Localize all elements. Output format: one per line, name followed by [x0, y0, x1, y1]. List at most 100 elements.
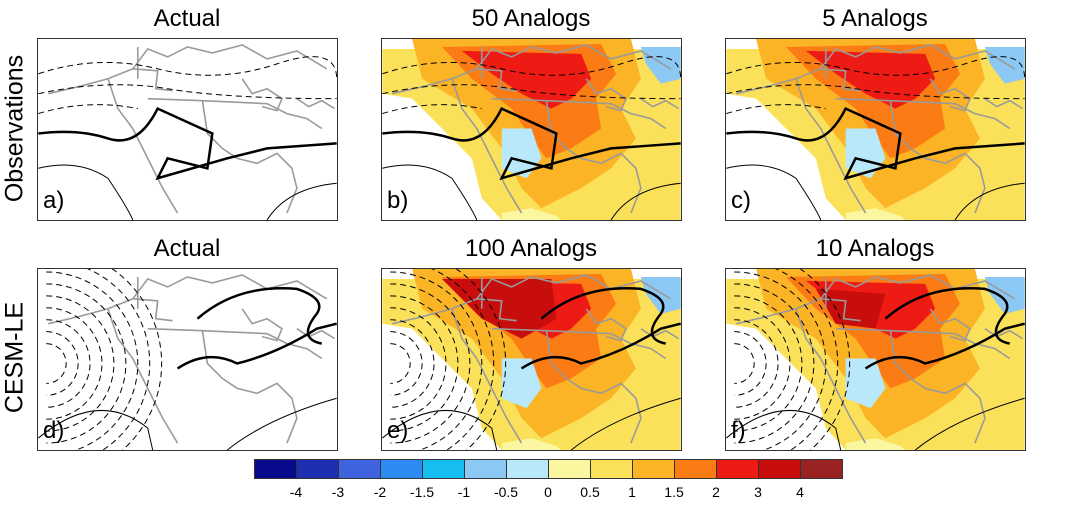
- contour-low-5: [46, 283, 127, 444]
- colorbar-tick-label: -0.5: [493, 484, 519, 500]
- panel-letter: e): [387, 417, 409, 444]
- height-contours: [38, 269, 337, 450]
- anomaly-shading: [726, 269, 1025, 450]
- contour-low-5: [734, 283, 815, 444]
- shade-region-3: [805, 50, 936, 109]
- map-coastlines: [48, 44, 336, 214]
- contour-low-8: [799, 269, 851, 450]
- coastline-3: [201, 330, 298, 444]
- colorbar-cell: [464, 459, 507, 479]
- contour-positive-0: [382, 164, 478, 220]
- contour-low-2: [46, 319, 91, 408]
- panel-letter: b): [387, 187, 409, 214]
- colorbar-cell: [800, 459, 843, 479]
- coastline-5: [984, 328, 1024, 340]
- contour-zero: [38, 106, 337, 181]
- colorbar-cell: [758, 459, 801, 479]
- contour-low-3: [390, 307, 447, 420]
- contour-negative-0: [726, 56, 1025, 79]
- map-coastlines: [48, 274, 336, 444]
- contour-positive-1: [954, 182, 1025, 220]
- contour-positive-0: [38, 164, 134, 220]
- coastline-4: [241, 78, 283, 112]
- contour-negative-2: [382, 104, 482, 115]
- contour-positive-1: [226, 397, 337, 450]
- coastline-2: [147, 327, 323, 360]
- contour-negative-1: [726, 84, 1025, 100]
- contour-low-4: [46, 295, 115, 432]
- coastline-1: [795, 308, 867, 444]
- contour-positive-0: [726, 410, 842, 450]
- coastline-5: [984, 98, 1024, 110]
- colorbar-cell: [296, 459, 339, 479]
- coastline-7: [476, 68, 517, 92]
- contour-low-4: [734, 295, 803, 432]
- contour-low-6: [390, 271, 483, 450]
- colorbar-tick-label: 0.5: [580, 484, 600, 500]
- map-svg: [726, 269, 1025, 450]
- anomaly-shading: [382, 39, 681, 220]
- colorbar-cell: [422, 459, 465, 479]
- contour-low-6: [734, 271, 827, 450]
- contour-zero: [382, 106, 681, 181]
- contour-positive-1: [610, 182, 681, 220]
- shade-region-6: [501, 358, 542, 409]
- contour-positive-0: [726, 164, 822, 220]
- coastline-3: [201, 100, 298, 214]
- height-contours: [382, 269, 681, 450]
- panel-title: Actual: [153, 5, 221, 32]
- map-panel: [381, 38, 682, 221]
- shade-region-3: [461, 50, 592, 109]
- coastline-5: [296, 98, 336, 110]
- shade-region-6: [845, 128, 886, 179]
- contour-zero: [864, 287, 1025, 370]
- coastline-2: [147, 97, 323, 130]
- coastline-5: [640, 98, 680, 110]
- map-svg: [38, 269, 337, 450]
- panel-title: 100 Analogs: [464, 235, 598, 262]
- contour-low-4: [390, 295, 459, 432]
- coastline-7: [820, 298, 861, 322]
- map-panel: [381, 268, 682, 451]
- panel-title: 50 Analogs: [471, 5, 591, 32]
- colorbar-cell: [338, 459, 381, 479]
- coastline-7: [476, 298, 517, 322]
- contour-low-8: [111, 269, 163, 450]
- shade-region-7: [815, 288, 886, 329]
- shade-region-7: [441, 278, 557, 339]
- row-label-cesm-le: CESM-LE: [0, 301, 29, 414]
- coastline-1: [795, 78, 867, 214]
- coastline-0: [736, 44, 1016, 95]
- panel-letter: c): [731, 187, 751, 214]
- contour-low-7: [431, 269, 495, 450]
- coastline-1: [451, 308, 523, 444]
- coastline-4: [241, 308, 283, 342]
- contour-low-1: [734, 331, 767, 396]
- height-contours: [382, 56, 681, 220]
- panel-title: 10 Analogs: [815, 235, 935, 262]
- shade-region-6: [845, 358, 886, 409]
- shade-region-4: [501, 438, 562, 450]
- map-coastlines: [736, 44, 1024, 214]
- shade-region-6: [501, 128, 542, 179]
- map-svg: [726, 39, 1025, 220]
- colorbar-cell: [254, 459, 297, 479]
- contour-low-8: [455, 269, 507, 450]
- contour-low-7: [87, 269, 151, 450]
- coastline-4: [585, 78, 627, 112]
- contour-negative-0: [382, 56, 681, 79]
- contour-positive-0: [382, 410, 498, 450]
- height-contours: [38, 56, 337, 220]
- coastline-1: [107, 78, 179, 214]
- coastline-7: [820, 68, 861, 92]
- contour-positive-1: [266, 182, 337, 220]
- contour-low-7: [775, 269, 839, 450]
- colorbar-tick-label: -1: [457, 484, 471, 500]
- shade-region-4: [845, 438, 906, 450]
- panel-title: Actual: [153, 235, 221, 262]
- map-panel: [725, 268, 1026, 451]
- contour-low-6: [46, 271, 139, 450]
- shade-region-4: [501, 208, 562, 220]
- contour-positive-1: [914, 397, 1025, 450]
